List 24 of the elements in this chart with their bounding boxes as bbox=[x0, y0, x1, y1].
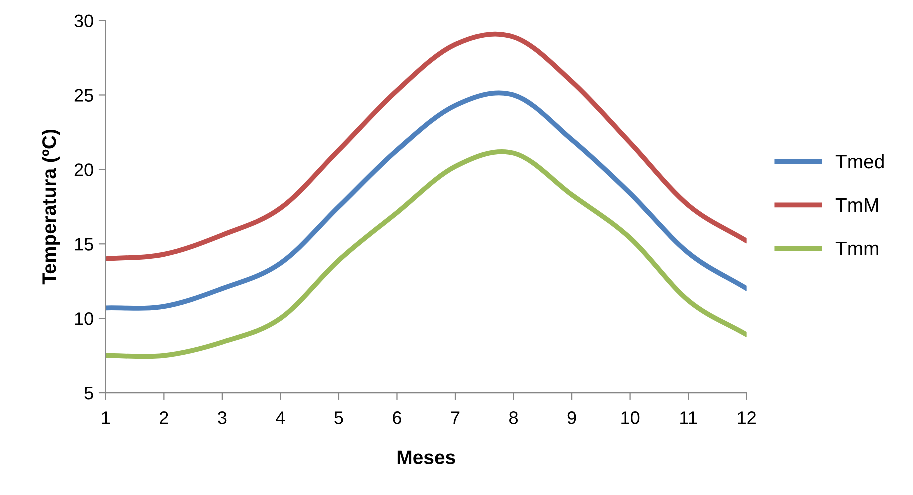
y-tick-label: 5 bbox=[84, 387, 94, 400]
y-axis-title: Temperatura (ºC) bbox=[42, 130, 60, 285]
x-tick-label: 4 bbox=[276, 412, 286, 424]
x-tick-label: 6 bbox=[393, 412, 402, 424]
x-tick-label: 7 bbox=[451, 412, 460, 424]
line-series bbox=[106, 150, 747, 360]
y-tick-label: 20 bbox=[74, 164, 94, 176]
x-tick-label: 11 bbox=[680, 412, 698, 424]
x-axis-title: Meses bbox=[398, 450, 456, 464]
legend-label: TmM bbox=[836, 198, 878, 212]
y-tick-label: 30 bbox=[74, 14, 94, 28]
x-tick-label: 12 bbox=[738, 412, 756, 424]
x-tick-label: 2 bbox=[160, 412, 168, 424]
y-tick-label: 15 bbox=[75, 238, 94, 251]
legend-label: Tmm bbox=[836, 242, 878, 256]
legend-label: Tmed bbox=[836, 154, 884, 169]
x-tick-label: 5 bbox=[334, 412, 344, 424]
y-tick-label: 10 bbox=[75, 312, 94, 326]
x-tick-label: 8 bbox=[510, 412, 518, 424]
y-tick-label: 25 bbox=[74, 89, 94, 102]
x-tick-label: 9 bbox=[568, 412, 576, 424]
x-tick-label: 3 bbox=[218, 412, 227, 424]
x-tick-label: 1 bbox=[102, 412, 110, 424]
x-tick-label: 10 bbox=[622, 412, 640, 424]
